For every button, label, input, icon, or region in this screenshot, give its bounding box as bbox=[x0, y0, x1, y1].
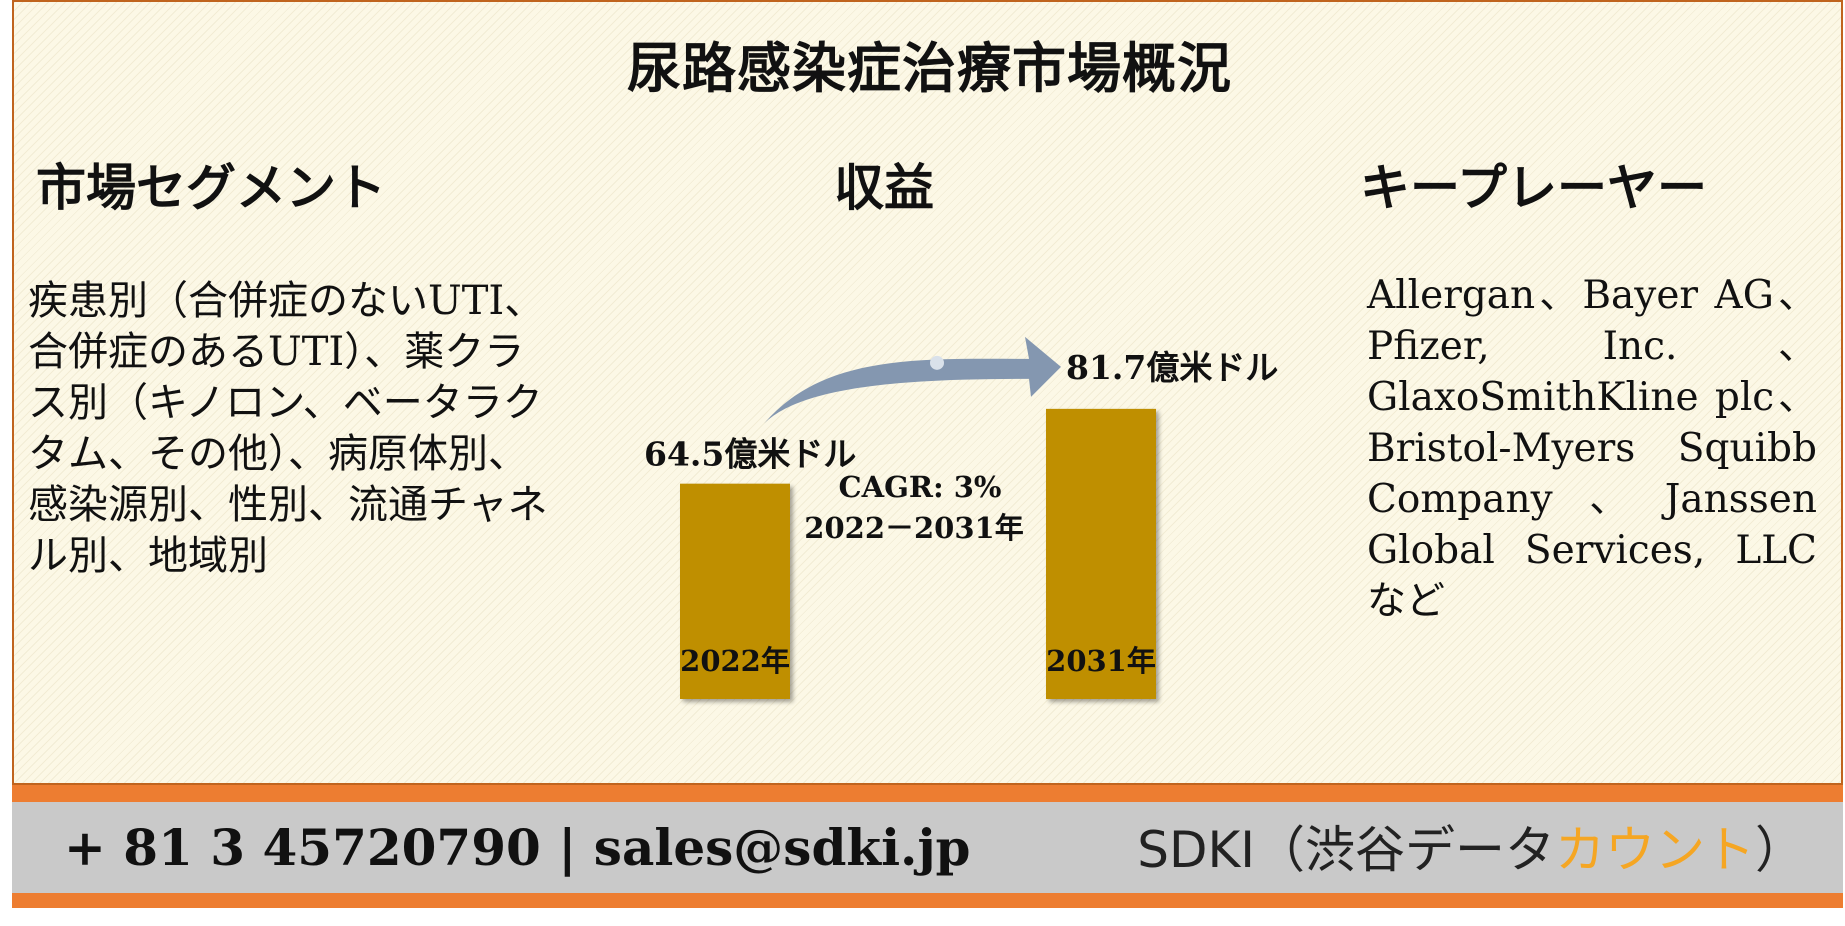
category-label: 2022年 bbox=[680, 644, 790, 678]
brand-logo-text: SDKI（渋谷データカウント） bbox=[1137, 810, 1805, 882]
brand-accent: カウント bbox=[1555, 821, 1755, 879]
overview-panel: 尿路感染症治療市場概況 市場セグメント 収益 キープレーヤー 疾患別（合併症のな… bbox=[12, 0, 1843, 783]
value-label: 81.7億米ドル bbox=[1066, 348, 1278, 387]
bar-2022年 bbox=[680, 483, 790, 699]
key-players-text: Allergan、Bayer AG、Pfizer, Inc.、GlaxoSmit… bbox=[1367, 273, 1817, 624]
brand-suffix: ） bbox=[1755, 821, 1805, 879]
revenue-chart: 2022年 2031年 64.5億米ドル 81.7億米ドル CAGR: 3% 2022－2… bbox=[644, 336, 1278, 699]
cagr-label: CAGR: 3% bbox=[839, 470, 1002, 504]
segments-heading: 市場セグメント bbox=[36, 158, 386, 217]
growth-arrow bbox=[764, 336, 1061, 424]
revenue-heading: 収益 bbox=[834, 158, 934, 217]
arrow-highlight-dot bbox=[930, 355, 944, 370]
contact-info: + 81 3 45720790 | sales@sdki.jp bbox=[64, 818, 971, 877]
cagr-period-label: 2022－2031年 bbox=[804, 511, 1023, 545]
footer-stripe-top bbox=[12, 783, 1843, 802]
category-label: 2031年 bbox=[1046, 644, 1156, 678]
page-title: 尿路感染症治療市場概況 bbox=[627, 36, 1232, 100]
players-heading: キープレーヤー bbox=[1360, 158, 1707, 217]
footer-stripe-bottom bbox=[12, 893, 1843, 908]
footer-bar bbox=[12, 802, 1843, 893]
bar-2031年 bbox=[1046, 408, 1156, 699]
segments-text: 疾患別（合併症のないUTI、合併症のあるUTI）、薬クラス別（キノロン、ベータラ… bbox=[28, 278, 548, 579]
brand-prefix: SDKI（渋谷データ bbox=[1137, 821, 1555, 879]
value-label: 64.5億米ドル bbox=[644, 435, 856, 474]
